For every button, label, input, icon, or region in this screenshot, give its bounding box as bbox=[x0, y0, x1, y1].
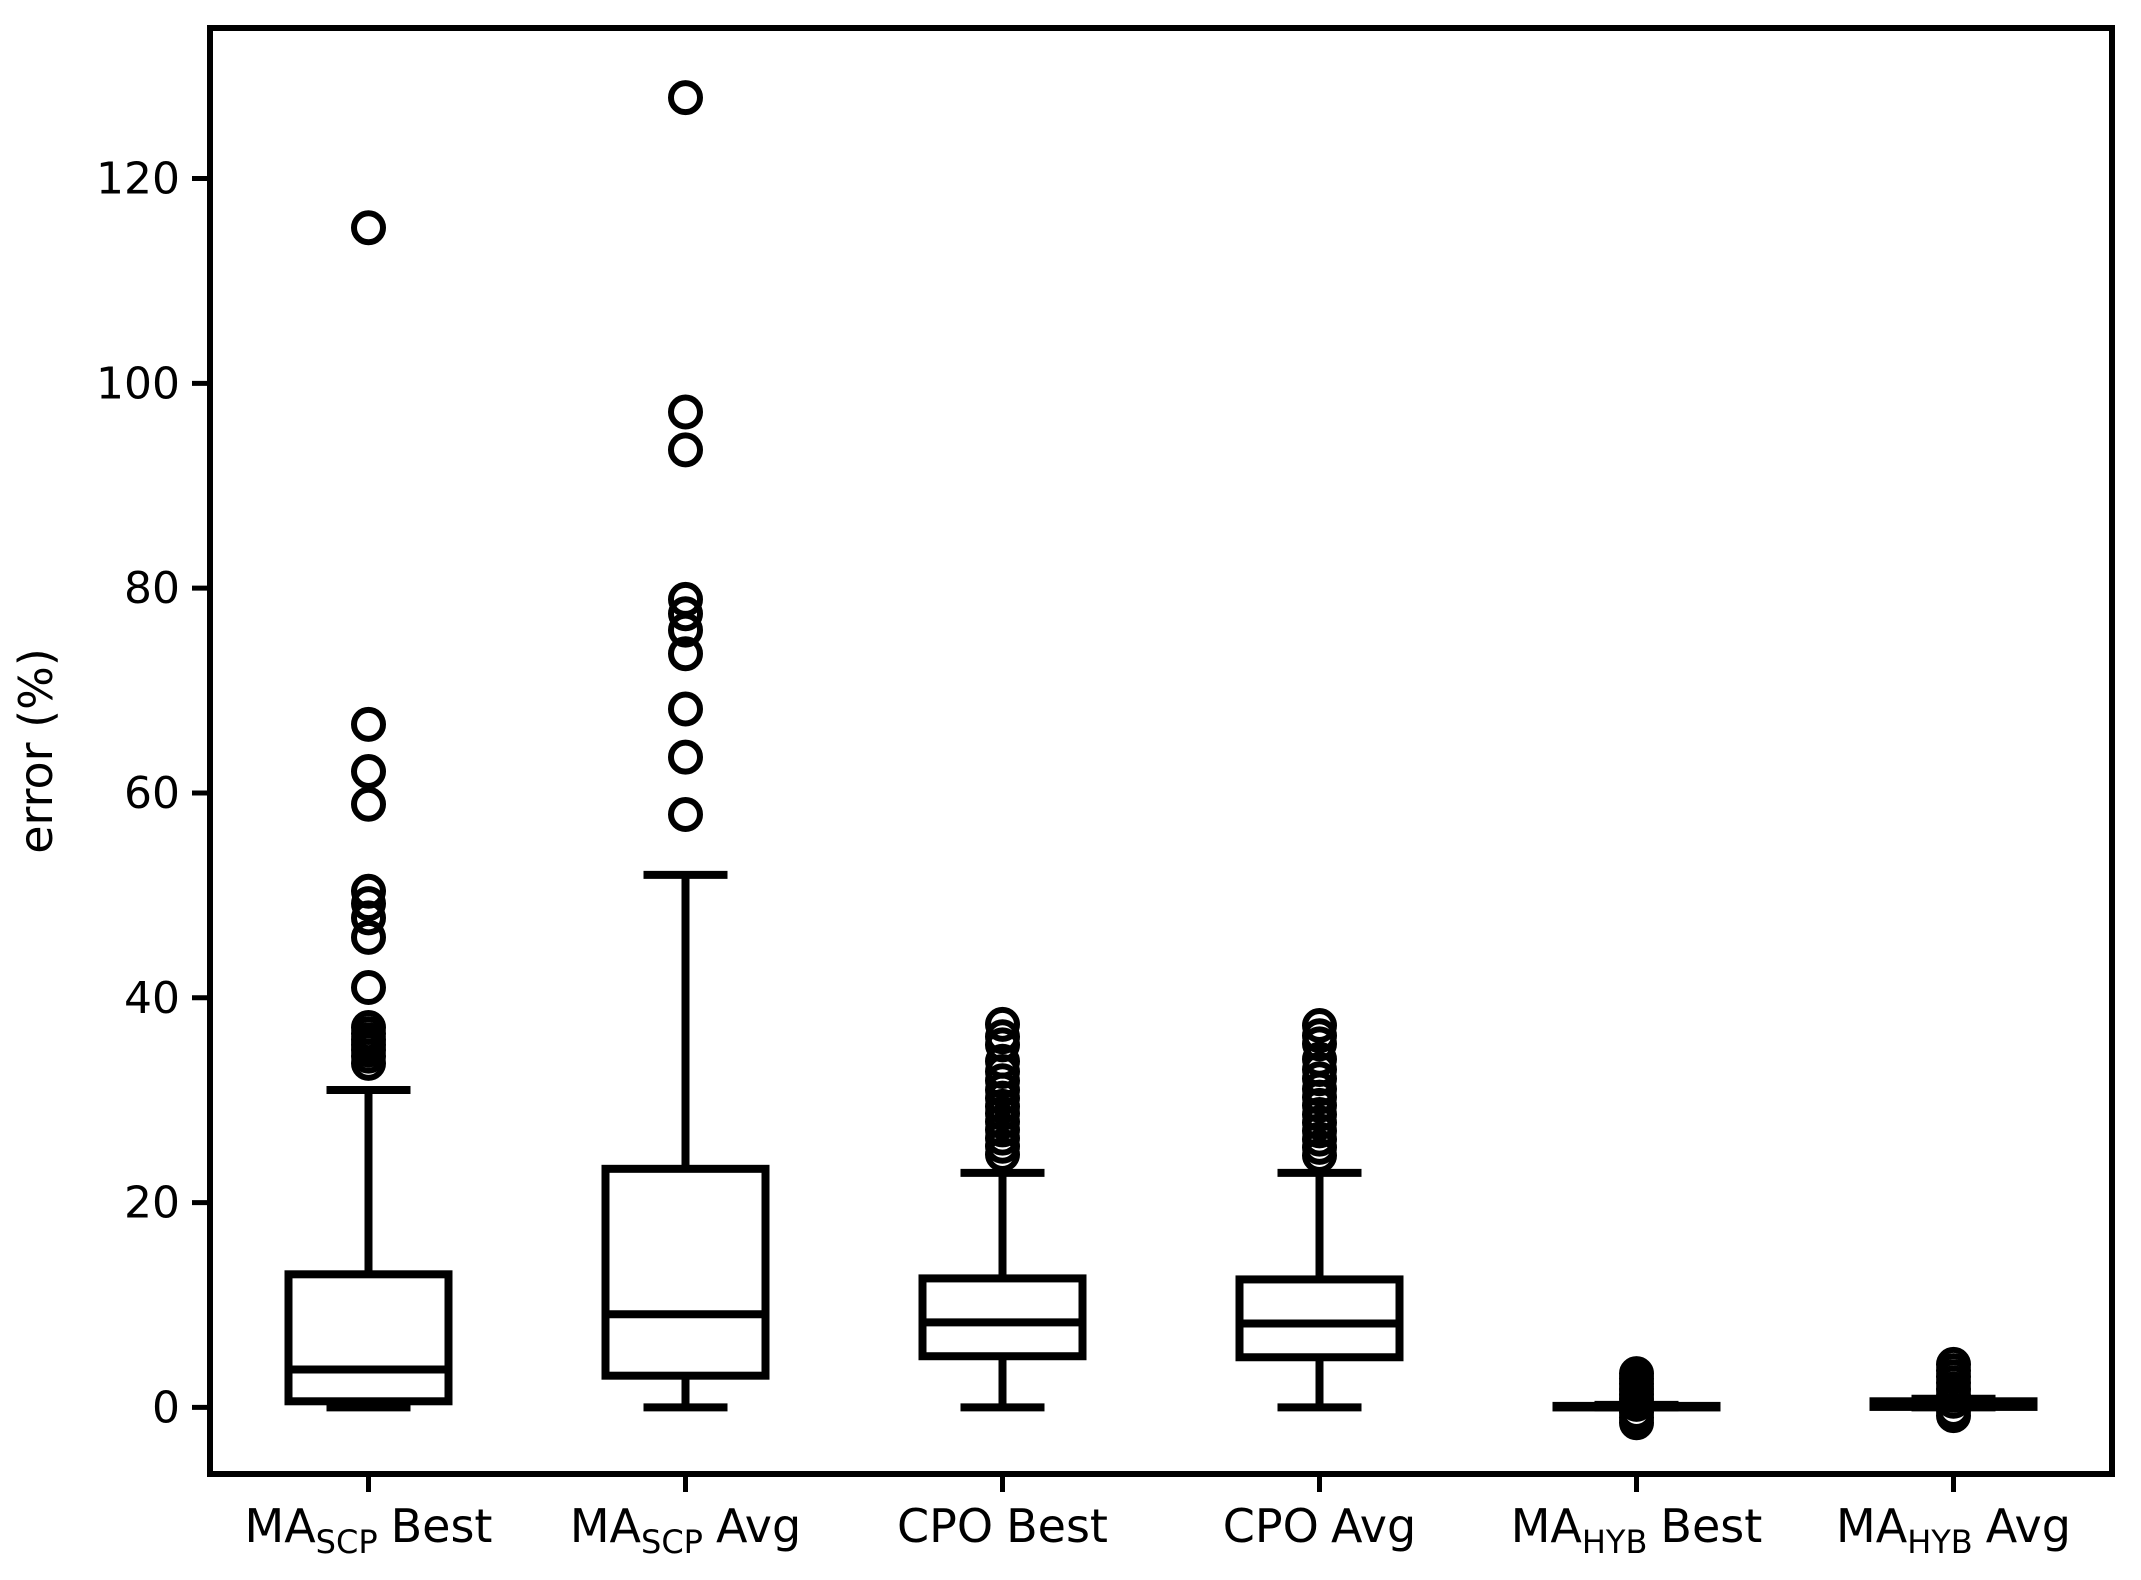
y-tick-label: 60 bbox=[124, 768, 180, 819]
box bbox=[601, 1164, 770, 1380]
outlier-point bbox=[351, 873, 386, 909]
outlier-point bbox=[668, 581, 703, 617]
outlier-point bbox=[351, 706, 386, 742]
category-label-subscript: SCP bbox=[316, 1523, 378, 1561]
outlier-point bbox=[1302, 1051, 1337, 1087]
outlier-point bbox=[668, 691, 703, 727]
outlier-point bbox=[985, 1043, 1020, 1079]
outlier-point bbox=[351, 970, 386, 1006]
outlier-point bbox=[985, 1006, 1020, 1042]
category-label: MASCP Best bbox=[245, 1499, 493, 1561]
outlier-point bbox=[351, 1010, 386, 1046]
category-label-tail: Best bbox=[1660, 1499, 1762, 1553]
outlier-point bbox=[668, 596, 703, 632]
outlier-point bbox=[668, 636, 703, 672]
outlier-point bbox=[351, 919, 386, 955]
category-label-subscript: HYB bbox=[1907, 1523, 1973, 1561]
category-label-tail: Best bbox=[391, 1499, 493, 1553]
category-label: MAHYB Avg bbox=[1836, 1499, 2071, 1561]
category-label-tail: Avg bbox=[716, 1499, 801, 1553]
category-label-tail: Avg bbox=[1986, 1499, 2071, 1553]
y-tick-label: 120 bbox=[96, 154, 180, 205]
outlier-point bbox=[1619, 1356, 1654, 1392]
y-tick-label: 80 bbox=[124, 563, 180, 614]
category-label-main: CPO bbox=[897, 1499, 993, 1553]
category-label-tail: Best bbox=[1006, 1499, 1108, 1553]
y-tick-label: 100 bbox=[96, 358, 180, 409]
outlier-point bbox=[1936, 1346, 1971, 1382]
category-label-main: MA bbox=[1836, 1499, 1908, 1553]
y-tick-label: 20 bbox=[124, 1178, 180, 1229]
category-label-subscript: HYB bbox=[1582, 1523, 1648, 1561]
category-label-tail: Avg bbox=[1331, 1499, 1416, 1553]
outlier-point bbox=[1302, 1018, 1337, 1054]
category-label-main: MA bbox=[1511, 1499, 1583, 1553]
category-label-main: MA bbox=[570, 1499, 642, 1553]
outlier-point bbox=[351, 786, 386, 822]
outlier-point bbox=[351, 886, 386, 922]
outlier-point bbox=[351, 753, 386, 789]
outlier-point bbox=[668, 739, 703, 775]
box bbox=[1235, 1275, 1404, 1362]
category-label: MAHYB Best bbox=[1511, 1499, 1763, 1561]
y-axis-label: error (%) bbox=[9, 648, 63, 854]
plot-frame bbox=[207, 25, 2115, 1477]
category-label: CPO Best bbox=[897, 1499, 1108, 1553]
category-label-main: CPO bbox=[1223, 1499, 1318, 1553]
outlier-point bbox=[351, 210, 386, 246]
category-label-main: MA bbox=[245, 1499, 317, 1553]
outlier-point bbox=[1302, 1007, 1337, 1043]
outlier-point bbox=[985, 1019, 1020, 1055]
y-tick-label: 0 bbox=[152, 1382, 180, 1433]
outlier-point bbox=[668, 80, 703, 116]
y-tick-label: 40 bbox=[124, 973, 180, 1024]
outlier-point bbox=[668, 394, 703, 430]
category-label: MASCP Avg bbox=[570, 1499, 801, 1561]
outlier-point bbox=[668, 796, 703, 832]
category-label-subscript: SCP bbox=[641, 1523, 703, 1561]
box bbox=[918, 1274, 1087, 1361]
category-label: CPO Avg bbox=[1223, 1499, 1416, 1553]
box bbox=[284, 1270, 453, 1406]
outlier-point bbox=[1302, 1041, 1337, 1077]
outlier-point bbox=[668, 432, 703, 468]
